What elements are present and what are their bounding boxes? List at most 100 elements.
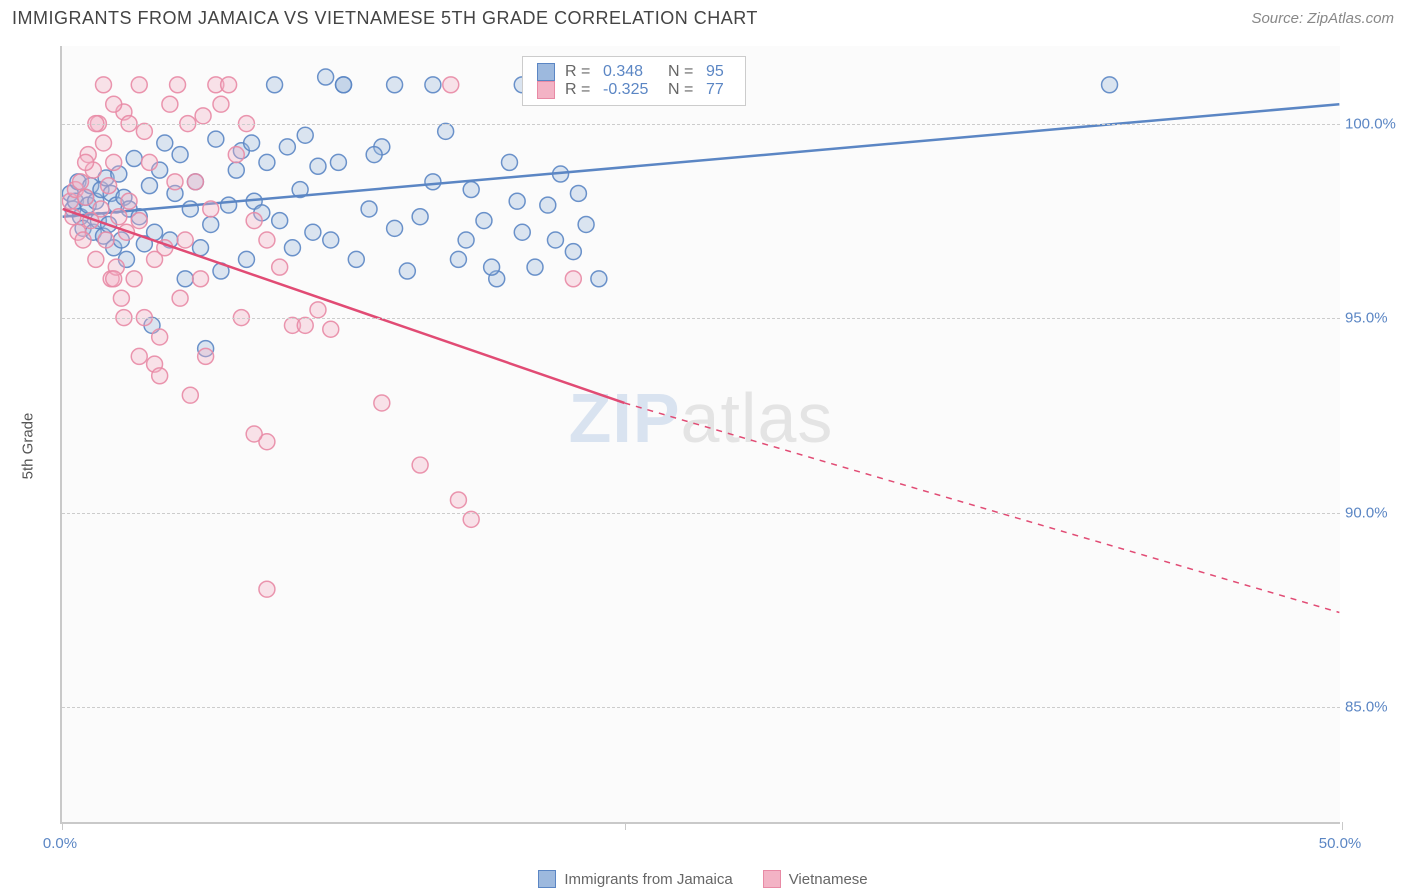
data-point — [70, 224, 86, 240]
data-point — [259, 434, 275, 450]
watermark: ZIPatlas — [569, 378, 834, 458]
data-point — [78, 189, 94, 205]
data-point — [463, 182, 479, 198]
data-point — [305, 224, 321, 240]
data-point — [213, 263, 229, 279]
data-point — [458, 232, 474, 248]
data-point — [476, 213, 492, 229]
series-legend: Immigrants from Jamaica Vietnamese — [0, 870, 1406, 888]
data-point — [228, 147, 244, 163]
data-point — [90, 213, 106, 229]
data-point — [106, 154, 122, 170]
data-point — [565, 244, 581, 260]
stat-n-value: 77 — [706, 81, 731, 99]
y-tick-label: 85.0% — [1345, 699, 1400, 716]
data-point — [65, 209, 81, 225]
data-point — [103, 271, 119, 287]
data-point — [193, 240, 209, 256]
data-point — [279, 139, 295, 155]
data-point — [177, 271, 193, 287]
stat-n-value: 95 — [706, 63, 731, 81]
data-point — [239, 251, 255, 267]
data-point — [83, 213, 99, 229]
chart-title: IMMIGRANTS FROM JAMAICA VS VIETNAMESE 5T… — [12, 8, 758, 29]
data-point — [75, 220, 91, 236]
data-point — [121, 193, 137, 209]
data-point — [514, 224, 530, 240]
legend-label: Immigrants from Jamaica — [564, 871, 732, 888]
x-tick — [62, 822, 63, 830]
data-point — [67, 193, 83, 209]
data-point — [484, 259, 500, 275]
data-point — [412, 209, 428, 225]
correlation-stat-box: R =0.348N =95R =-0.325N =77 — [522, 56, 746, 106]
data-point — [374, 139, 390, 155]
data-point — [187, 174, 203, 190]
gridline — [62, 513, 1340, 514]
data-point — [284, 317, 300, 333]
data-point — [203, 201, 219, 217]
data-point — [111, 166, 127, 182]
x-tick-label: 50.0% — [1319, 835, 1362, 852]
legend-item: Vietnamese — [763, 870, 868, 888]
data-point — [113, 232, 129, 248]
trend-line-extrapolated — [624, 403, 1339, 613]
data-point — [126, 151, 142, 167]
data-point — [96, 228, 112, 244]
data-point — [131, 213, 147, 229]
data-point — [425, 77, 441, 93]
data-point — [203, 217, 219, 233]
data-point — [167, 174, 183, 190]
data-point — [141, 154, 157, 170]
data-point — [78, 189, 94, 205]
data-point — [106, 96, 122, 112]
data-point — [119, 251, 135, 267]
data-point — [336, 77, 352, 93]
data-point — [208, 77, 224, 93]
data-point — [88, 251, 104, 267]
legend-label: Vietnamese — [789, 871, 868, 888]
data-point — [259, 232, 275, 248]
stat-n-label: N = — [668, 63, 696, 81]
data-point — [80, 197, 96, 213]
data-point — [438, 123, 454, 139]
data-point — [578, 217, 594, 233]
data-point — [80, 147, 96, 163]
stat-swatch — [537, 81, 555, 99]
data-point — [310, 302, 326, 318]
data-point — [88, 193, 104, 209]
data-point — [450, 251, 466, 267]
data-point — [131, 348, 147, 364]
legend-swatch — [763, 870, 781, 888]
data-point — [119, 224, 135, 240]
data-point — [259, 581, 275, 597]
data-point — [292, 182, 308, 198]
data-point — [108, 197, 124, 213]
watermark-part2: atlas — [681, 379, 834, 457]
data-point — [111, 209, 127, 225]
stat-r-label: R = — [565, 81, 593, 99]
data-point — [96, 77, 112, 93]
data-point — [228, 162, 244, 178]
x-tick-label: 0.0% — [43, 835, 77, 852]
data-point — [144, 317, 160, 333]
data-point — [187, 174, 203, 190]
data-point — [195, 108, 211, 124]
plot-area: ZIPatlas R =0.348N =95R =-0.325N =77 85.… — [60, 46, 1340, 824]
data-point — [366, 147, 382, 163]
data-point — [152, 162, 168, 178]
data-point — [177, 232, 193, 248]
data-point — [198, 341, 214, 357]
data-point — [570, 185, 586, 201]
data-point — [152, 329, 168, 345]
legend-item: Immigrants from Jamaica — [538, 870, 732, 888]
data-point — [152, 368, 168, 384]
data-point — [98, 232, 114, 248]
data-point — [489, 271, 505, 287]
data-point — [131, 209, 147, 225]
data-point — [387, 77, 403, 93]
data-point — [136, 123, 152, 139]
data-point — [246, 193, 262, 209]
x-tick — [625, 822, 626, 830]
data-point — [98, 170, 114, 186]
